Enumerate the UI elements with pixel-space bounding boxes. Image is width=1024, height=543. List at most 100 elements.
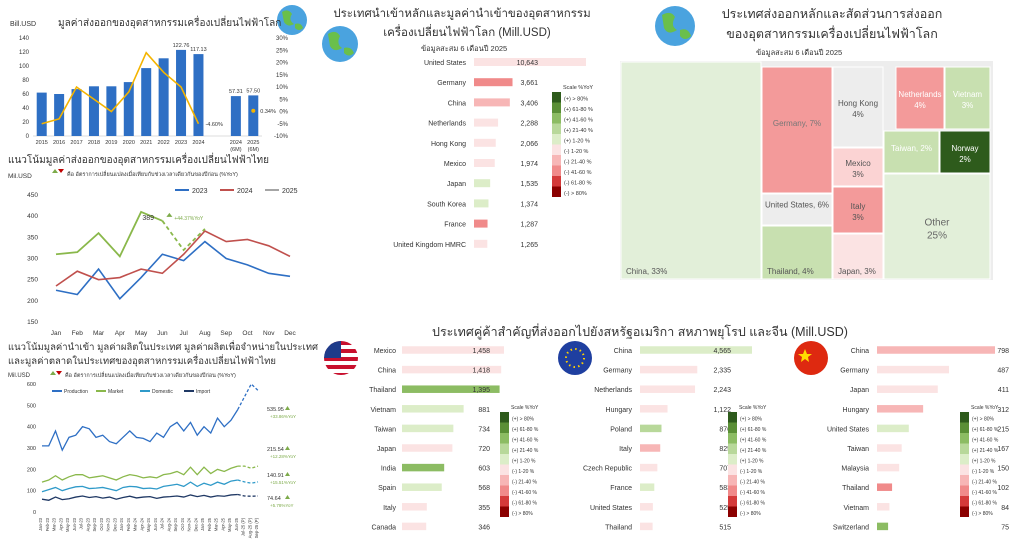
y-tick: 400 bbox=[27, 213, 38, 220]
category-label: United States bbox=[590, 505, 633, 512]
legend-label: Domestic bbox=[152, 389, 173, 395]
x-tick: May bbox=[135, 330, 148, 337]
value-label: 525 bbox=[719, 505, 731, 512]
treemap-cell bbox=[883, 130, 940, 174]
scale-title: Scale %YoY bbox=[971, 405, 999, 411]
scale-swatch bbox=[728, 433, 737, 444]
value-label: 84 bbox=[1001, 505, 1009, 512]
y-tick: 80 bbox=[22, 78, 29, 84]
scale-label: (-) 1-20 % bbox=[564, 149, 589, 155]
category-label: India bbox=[381, 466, 396, 473]
legend-label: 2025 bbox=[282, 188, 298, 195]
bar bbox=[402, 463, 445, 472]
bar bbox=[640, 424, 662, 433]
bar bbox=[402, 522, 427, 531]
scale-label: (-) > 80% bbox=[564, 191, 587, 197]
treemap-label: 3% bbox=[852, 213, 864, 222]
legend-label: 2023 bbox=[192, 188, 208, 195]
y2-tick: 5% bbox=[279, 97, 288, 103]
scale-label: (+) 21-40 % bbox=[972, 448, 999, 454]
scale-label: (+) > 80% bbox=[564, 97, 588, 103]
bar bbox=[71, 89, 82, 136]
category-label: Switzerland bbox=[833, 524, 869, 531]
scale-swatch bbox=[552, 102, 561, 113]
x-tick: 2025 bbox=[247, 140, 259, 146]
bar bbox=[141, 68, 152, 136]
category-label: Japan bbox=[377, 446, 396, 453]
scale-swatch bbox=[552, 176, 561, 187]
x-tick: May-23 bbox=[65, 517, 70, 532]
note: คือ อัตราการเปลี่ยนแปลงเมื่อเทียบกับช่วง… bbox=[65, 371, 236, 379]
scale-label: (+) 61-80 % bbox=[740, 427, 767, 433]
value-label: 2,288 bbox=[520, 121, 538, 128]
x-tick: Sep bbox=[220, 330, 232, 337]
category-label: Japan bbox=[850, 387, 869, 394]
y2-tick: 10% bbox=[276, 85, 289, 91]
series-line bbox=[55, 240, 291, 300]
category-label: South Korea bbox=[427, 201, 466, 208]
value-label: 3,406 bbox=[520, 100, 538, 107]
x-tick: 2017 bbox=[70, 140, 82, 146]
bar bbox=[474, 219, 488, 228]
treemap-label: Vietnam bbox=[953, 90, 983, 99]
value-label: 734 bbox=[478, 426, 490, 433]
axis-unit: Mil.USD bbox=[8, 373, 31, 379]
treemap-label: Italy bbox=[851, 202, 866, 211]
up-arrow-icon bbox=[285, 495, 290, 499]
scale-label: (+) > 80% bbox=[972, 417, 995, 423]
bar bbox=[640, 385, 696, 393]
x-tick: Apr bbox=[115, 330, 126, 337]
scale-label: (+) 21-40 % bbox=[564, 128, 593, 134]
x-tick: Feb-24 bbox=[126, 517, 131, 531]
treemap-label: 25% bbox=[927, 231, 947, 242]
x-tick: Jan-23 bbox=[38, 517, 43, 530]
x-tick: Aug-24 bbox=[166, 517, 171, 531]
treemap-label: Hong Kong bbox=[838, 99, 878, 108]
scale-swatch bbox=[552, 113, 561, 124]
bar bbox=[640, 503, 653, 511]
x-tick: Jun-23 bbox=[72, 517, 77, 530]
category-label: United States bbox=[827, 426, 870, 433]
bar bbox=[248, 95, 259, 136]
x-tick: 2018 bbox=[88, 140, 100, 146]
scale-swatch bbox=[728, 412, 737, 423]
bar bbox=[877, 424, 909, 433]
up-arrow-icon bbox=[285, 446, 290, 450]
y-tick: 200 bbox=[27, 298, 38, 305]
category-label: Italy bbox=[619, 446, 632, 453]
x-tick: Aug-23 bbox=[85, 517, 90, 531]
annotation: 389 bbox=[142, 215, 154, 222]
value-label: 1,395 bbox=[472, 387, 490, 394]
end-value: 140.91 bbox=[267, 473, 284, 479]
treemap-label: Other bbox=[924, 218, 950, 229]
category-label: Hong Kong bbox=[431, 141, 466, 148]
scale-label: (-) > 80% bbox=[512, 511, 533, 517]
category-label: Mexico bbox=[444, 161, 466, 168]
scale-swatch bbox=[500, 485, 509, 496]
treemap-label: 2% bbox=[959, 155, 971, 164]
value-label: 1,287 bbox=[520, 222, 538, 229]
bar bbox=[474, 199, 489, 208]
y2-tick: -5% bbox=[277, 122, 288, 128]
x-tick: 2024 bbox=[230, 140, 242, 146]
scale-swatch bbox=[728, 496, 737, 507]
y2-tick: 30% bbox=[276, 36, 289, 42]
x-tick: 2024 bbox=[192, 140, 204, 146]
x-tick: 2015 bbox=[36, 140, 48, 146]
y-tick: 140 bbox=[19, 36, 30, 42]
x-tick: Jul-24 bbox=[160, 517, 165, 529]
partners-charts: ประเทศคู่ค้าสำคัญที่ส่งออกไปยังสหรัฐอเมร… bbox=[369, 323, 1009, 531]
x-tick: Mar bbox=[93, 330, 105, 337]
end-value: 215.54 bbox=[267, 447, 284, 453]
series-line-forecast bbox=[237, 493, 259, 497]
scale-swatch bbox=[960, 506, 969, 517]
category-label: Japan bbox=[447, 181, 466, 188]
chart-title: ของอุตสาหกรรมเครื่องเปลี่ยนไฟฟ้าโลก bbox=[726, 25, 938, 42]
x-tick: Apr-23 bbox=[58, 517, 63, 530]
data-label: 57.50 bbox=[246, 88, 260, 94]
category-label: United Kingdom HMRC bbox=[393, 242, 466, 249]
value-label: 3,661 bbox=[520, 80, 538, 87]
series-line bbox=[42, 409, 239, 452]
scale-swatch bbox=[552, 155, 561, 166]
scale-swatch bbox=[728, 485, 737, 496]
